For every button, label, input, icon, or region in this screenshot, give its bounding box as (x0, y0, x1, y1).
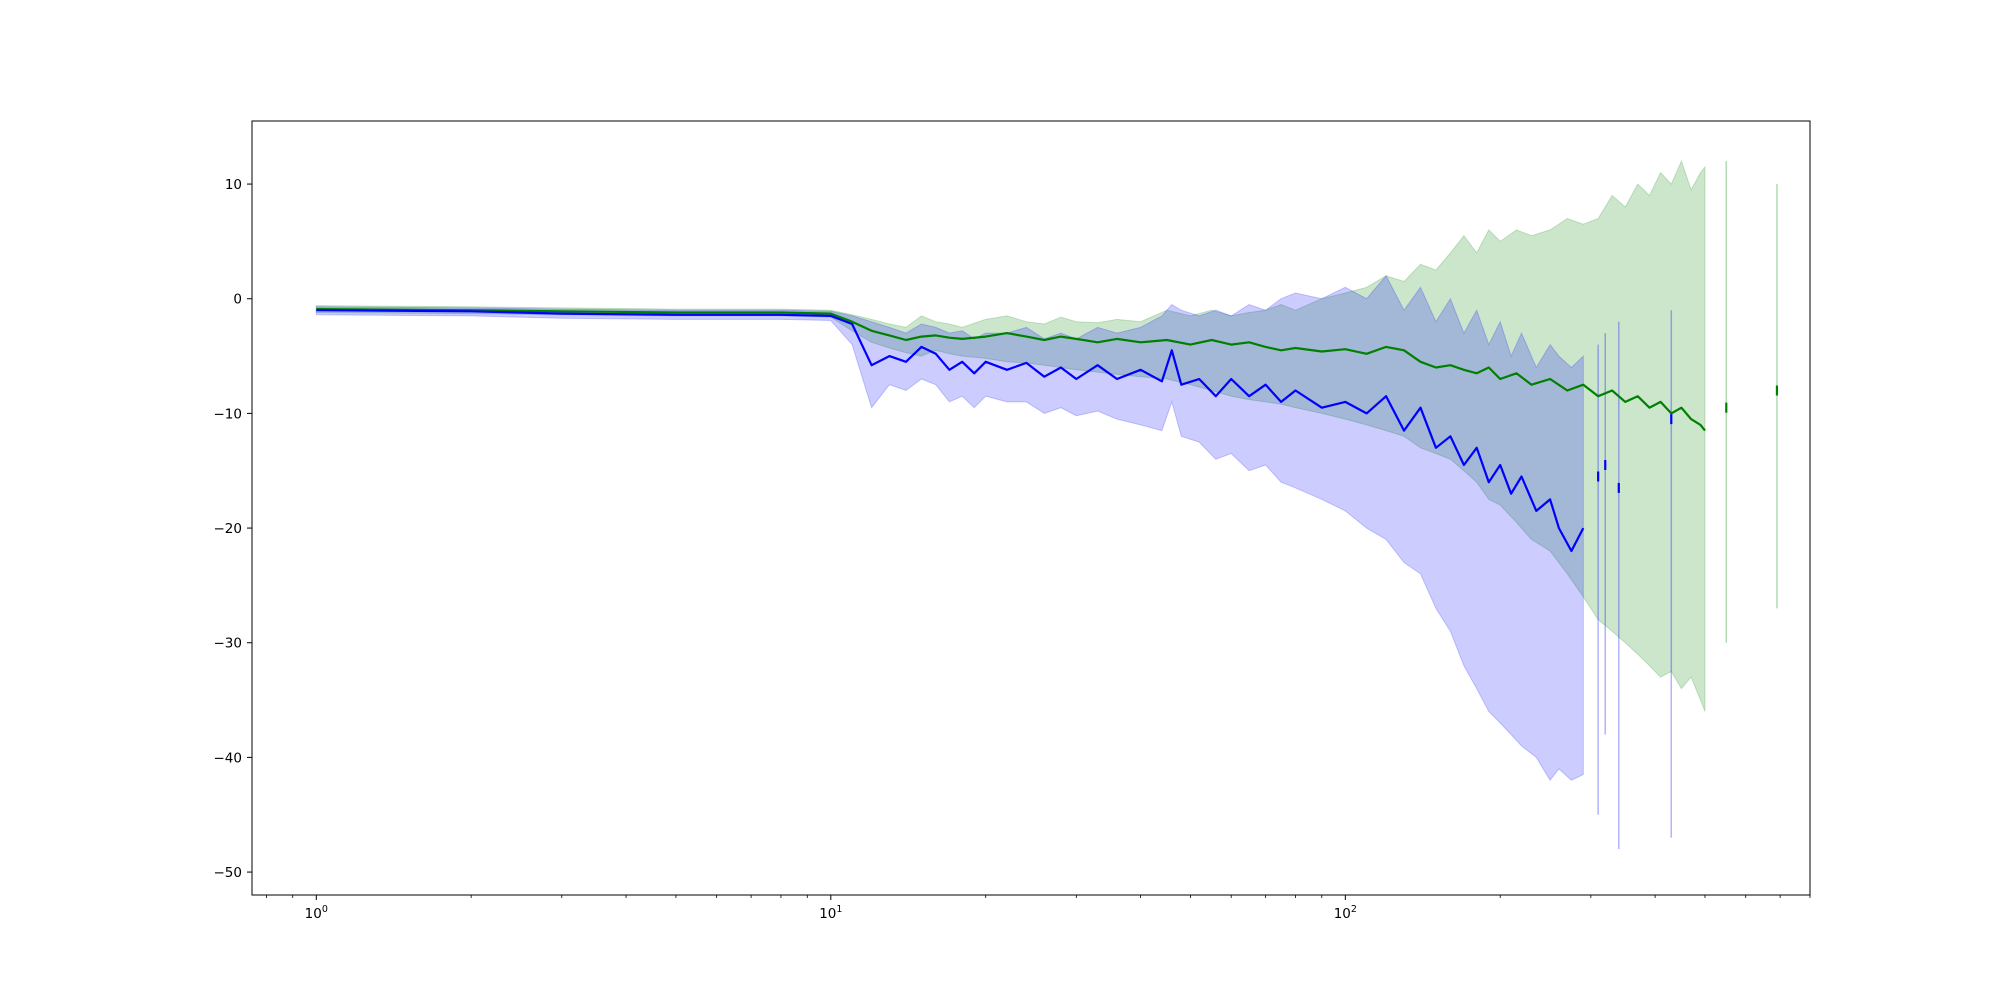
y-tick-label: 0 (233, 292, 242, 308)
y-tick-label: −20 (214, 521, 243, 537)
x-tick-label: 102 (1334, 904, 1357, 922)
x-axis: 100 101 102 (266, 895, 1811, 922)
y-tick-label: −30 (214, 636, 243, 652)
plot-area-frame (251, 120, 1811, 896)
series-1-line (316, 309, 1585, 553)
y-tick-label: 10 (225, 177, 242, 193)
series-lines (316, 308, 1779, 553)
y-tick-label: −50 (214, 865, 243, 881)
series-0-band (315, 159, 1706, 712)
confidence-bands (315, 159, 1778, 850)
series-0-line (316, 308, 1706, 432)
y-tick-label: −40 (214, 750, 243, 766)
series-1-band (315, 274, 1584, 782)
y-axis: 10 0 −10 −20 −30 −40 −50 (214, 177, 252, 881)
x-tick-label: 100 (305, 904, 328, 922)
y-tick-label: −10 (214, 406, 243, 422)
x-tick-label: 101 (819, 904, 842, 922)
